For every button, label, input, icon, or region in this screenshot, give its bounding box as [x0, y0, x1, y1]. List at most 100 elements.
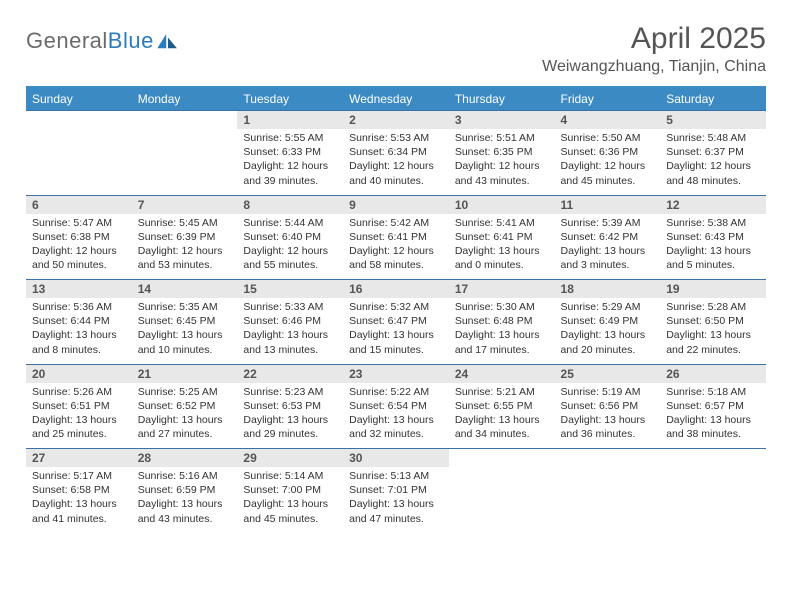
day-number: 28: [132, 449, 238, 468]
daylight-line: Daylight: 13 hours and 25 minutes.: [32, 414, 117, 440]
day-number: 22: [237, 364, 343, 383]
sunrise-line: Sunrise: 5:51 AM: [455, 132, 535, 144]
day-cell: Sunrise: 5:39 AMSunset: 6:42 PMDaylight:…: [555, 214, 661, 280]
daylight-line: Daylight: 13 hours and 43 minutes.: [138, 498, 223, 524]
weekday-header: Sunday: [26, 87, 132, 111]
daylight-line: Daylight: 12 hours and 58 minutes.: [349, 245, 434, 271]
sunrise-line: Sunrise: 5:35 AM: [138, 301, 218, 313]
day-number-row: 12345: [26, 111, 766, 130]
daylight-line: Daylight: 12 hours and 53 minutes.: [138, 245, 223, 271]
day-cell: Sunrise: 5:28 AMSunset: 6:50 PMDaylight:…: [660, 298, 766, 364]
sunrise-line: Sunrise: 5:19 AM: [561, 386, 641, 398]
sunset-line: Sunset: 6:59 PM: [138, 484, 216, 496]
day-cell: Sunrise: 5:53 AM Sunset: 6:34 PM Daylight:…: [343, 129, 449, 195]
brand-logo: GeneralBlue: [26, 22, 179, 54]
sunrise-line: Sunrise: 5:53 AM: [349, 132, 429, 144]
blank-day-body: [26, 129, 132, 195]
daylight-line: Daylight: 12 hours and 40 minutes.: [349, 160, 434, 186]
blank-day-number: [26, 111, 132, 130]
day-number: 2: [343, 111, 449, 130]
day-number: 27: [26, 449, 132, 468]
daylight-line: Daylight: 12 hours and 48 minutes.: [666, 160, 751, 186]
day-cell: Sunrise: 5:14 AMSunset: 7:00 PMDaylight:…: [237, 467, 343, 533]
blank-day-number: [449, 449, 555, 468]
day-body-row: Sunrise: 5:17 AMSunset: 6:58 PMDaylight:…: [26, 467, 766, 533]
daylight-line: Daylight: 13 hours and 10 minutes.: [138, 329, 223, 355]
calendar-header-row: SundayMondayTuesdayWednesdayThursdayFrid…: [26, 87, 766, 111]
day-cell: Sunrise: 5:17 AMSunset: 6:58 PMDaylight:…: [26, 467, 132, 533]
daylight-line: Daylight: 13 hours and 36 minutes.: [561, 414, 646, 440]
sunset-line: Sunset: 6:46 PM: [243, 315, 321, 327]
day-cell: Sunrise: 5:51 AMSunset: 6:35 PMDaylight:…: [449, 129, 555, 195]
sunset-line: Sunset: 6:39 PM: [138, 231, 216, 243]
title-block: April 2025 Weiwangzhuang, Tianjin, China: [542, 22, 766, 76]
sunset-line: Sunset: 6:56 PM: [561, 400, 639, 412]
sunset-line: Sunset: 6:44 PM: [32, 315, 110, 327]
sunset-line: Sunset: 6:40 PM: [243, 231, 321, 243]
sunrise-line: Sunrise: 5:55 AM: [243, 132, 323, 144]
daylight-line: Daylight: 13 hours and 34 minutes.: [455, 414, 540, 440]
day-body-row: Sunrise: 5:26 AMSunset: 6:51 PMDaylight:…: [26, 383, 766, 449]
day-number: 5: [660, 111, 766, 130]
sunrise-line: Sunrise: 5:30 AM: [455, 301, 535, 313]
weekday-header: Thursday: [449, 87, 555, 111]
day-cell: Sunrise: 5:45 AMSunset: 6:39 PMDaylight:…: [132, 214, 238, 280]
header: GeneralBlue April 2025 Weiwangzhuang, Ti…: [26, 22, 766, 76]
brand-sail-icon: [157, 34, 179, 50]
sunset-line: Sunset: 6:48 PM: [455, 315, 533, 327]
day-number: 1: [237, 111, 343, 130]
sunset-line: Sunset: 6:42 PM: [561, 231, 639, 243]
sunset-line: Sunset: 6:34 PM: [349, 146, 427, 158]
sunrise-line: Sunrise: 5:38 AM: [666, 217, 746, 229]
day-cell: Sunrise: 5:48 AMSunset: 6:37 PMDaylight:…: [660, 129, 766, 195]
sunrise-line: Sunrise: 5:21 AM: [455, 386, 535, 398]
daylight-line: Daylight: 12 hours and 55 minutes.: [243, 245, 328, 271]
sunset-line: Sunset: 6:41 PM: [455, 231, 533, 243]
day-cell: Sunrise: 5:50 AMSunset: 6:36 PMDaylight:…: [555, 129, 661, 195]
day-cell: Sunrise: 5:13 AMSunset: 7:01 PMDaylight:…: [343, 467, 449, 533]
day-number: 6: [26, 195, 132, 214]
day-cell: Sunrise: 5:47 AMSunset: 6:38 PMDaylight:…: [26, 214, 132, 280]
brand-blue: Blue: [108, 28, 154, 53]
daylight-line: Daylight: 13 hours and 8 minutes.: [32, 329, 117, 355]
sunset-line: Sunset: 6:36 PM: [561, 146, 639, 158]
day-number: 26: [660, 364, 766, 383]
day-number: 23: [343, 364, 449, 383]
daylight-line: Daylight: 12 hours and 39 minutes.: [243, 160, 328, 186]
sunset-line: Sunset: 7:01 PM: [349, 484, 427, 496]
sunrise-line: Sunrise: 5:25 AM: [138, 386, 218, 398]
day-cell: Sunrise: 5:55 AM Sunset: 6:33 PM Daylight:…: [237, 129, 343, 195]
blank-day-number: [555, 449, 661, 468]
sunrise-line: Sunrise: 5:22 AM: [349, 386, 429, 398]
daylight-line: Daylight: 13 hours and 41 minutes.: [32, 498, 117, 524]
daylight-line: Daylight: 13 hours and 15 minutes.: [349, 329, 434, 355]
blank-day-number: [660, 449, 766, 468]
day-cell: Sunrise: 5:42 AMSunset: 6:41 PMDaylight:…: [343, 214, 449, 280]
blank-day-number: [132, 111, 238, 130]
sunset-line: Sunset: 6:33 PM: [243, 146, 321, 158]
day-number-row: 27282930: [26, 449, 766, 468]
sunrise-line: Sunrise: 5:48 AM: [666, 132, 746, 144]
sunset-line: Sunset: 6:57 PM: [666, 400, 744, 412]
day-number: 8: [237, 195, 343, 214]
blank-day-body: [660, 467, 766, 533]
sunset-line: Sunset: 6:58 PM: [32, 484, 110, 496]
sunset-line: Sunset: 7:00 PM: [243, 484, 321, 496]
sunset-line: Sunset: 6:51 PM: [32, 400, 110, 412]
weekday-header: Saturday: [660, 87, 766, 111]
sunrise-line: Sunrise: 5:36 AM: [32, 301, 112, 313]
day-number: 17: [449, 280, 555, 299]
blank-day-body: [555, 467, 661, 533]
daylight-line: Daylight: 13 hours and 13 minutes.: [243, 329, 328, 355]
day-number: 3: [449, 111, 555, 130]
day-number: 20: [26, 364, 132, 383]
day-number: 21: [132, 364, 238, 383]
weekday-header: Tuesday: [237, 87, 343, 111]
daylight-line: Daylight: 12 hours and 45 minutes.: [561, 160, 646, 186]
sunrise-line: Sunrise: 5:33 AM: [243, 301, 323, 313]
day-cell: Sunrise: 5:36 AM Sunset: 6:44 PM Daylight:…: [26, 298, 132, 364]
daylight-line: Daylight: 13 hours and 22 minutes.: [666, 329, 751, 355]
day-number: 19: [660, 280, 766, 299]
weekday-header: Wednesday: [343, 87, 449, 111]
day-number: 13: [26, 280, 132, 299]
